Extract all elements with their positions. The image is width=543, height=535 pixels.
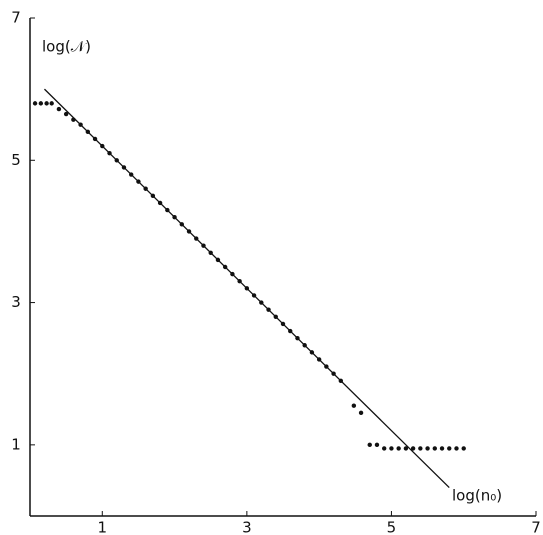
y-tick-label: 5 [11, 151, 21, 169]
data-point [447, 446, 452, 451]
data-point [358, 410, 364, 416]
data-point [425, 446, 430, 451]
data-point [63, 111, 69, 117]
y-tick-label: 1 [11, 435, 21, 453]
data-point [56, 106, 62, 112]
data-point [32, 101, 38, 106]
data-point [367, 442, 372, 448]
y-tick-label: 3 [11, 293, 21, 311]
data-point [461, 446, 466, 451]
data-point [44, 101, 49, 106]
data-point [454, 446, 459, 451]
y-axis-label: log(𝒩) [42, 38, 91, 56]
data-point [396, 446, 401, 451]
data-point [49, 101, 54, 106]
data-point [439, 446, 445, 451]
x-axis-label: log(n₀) [452, 487, 502, 505]
data-point [432, 446, 437, 451]
x-tick-label: 1 [98, 519, 108, 535]
data-point [351, 403, 357, 408]
data-point [418, 446, 423, 451]
fit-line [44, 88, 450, 489]
data-point [410, 446, 416, 451]
data-point [38, 101, 44, 106]
data-point [374, 442, 380, 448]
y-tick-label: 7 [11, 9, 21, 27]
data-point [403, 446, 409, 451]
x-tick-label: 5 [387, 519, 397, 535]
data-point [382, 446, 387, 451]
x-tick-label: 3 [242, 519, 252, 535]
data-point [389, 446, 394, 451]
x-tick-label: 7 [531, 519, 541, 535]
